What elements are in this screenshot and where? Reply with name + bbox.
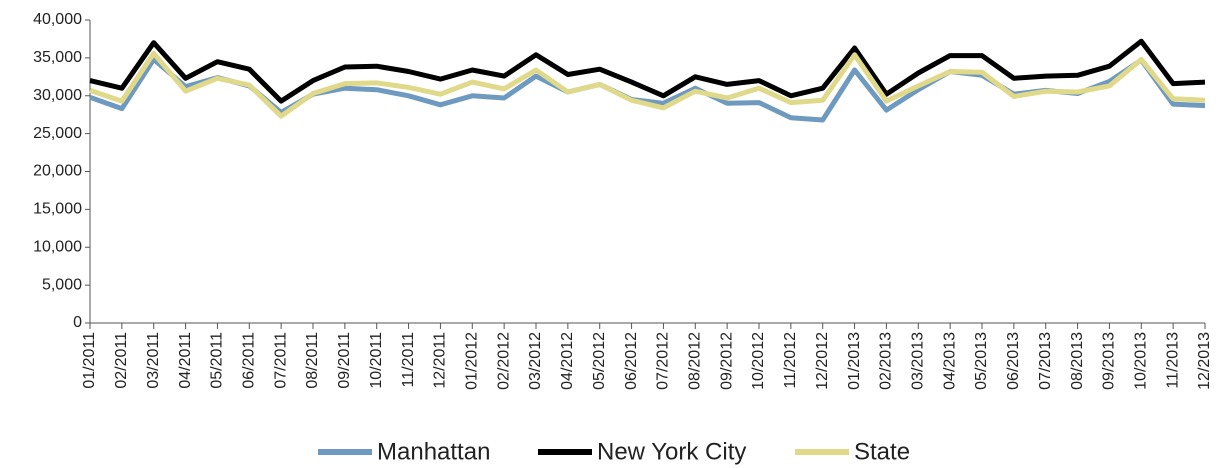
x-tick-label: 01/2013: [846, 332, 863, 390]
y-tick-label: 40,000: [33, 11, 82, 28]
x-tick-label: 06/2013: [1005, 332, 1022, 390]
x-tick-label: 05/2011: [209, 332, 226, 389]
x-tick-label: 08/2011: [304, 332, 321, 389]
x-tick-label: 10/2013: [1133, 332, 1150, 390]
x-tick-label: 11/2013: [1164, 332, 1181, 389]
y-tick-label: 0: [73, 314, 82, 331]
x-tick-label: 09/2011: [336, 332, 353, 389]
x-tick-label: 03/2013: [910, 332, 927, 390]
series-line: [89, 50, 1206, 119]
x-tick-label: 03/2012: [527, 332, 544, 390]
x-tick-label: 07/2011: [272, 332, 289, 389]
legend-label: New York City: [597, 438, 746, 465]
x-tick-label: 02/2012: [495, 332, 512, 390]
x-tick-label: 12/2013: [1196, 332, 1213, 390]
x-tick-label: 11/2011: [400, 332, 417, 388]
x-tick-label: 03/2011: [145, 332, 162, 389]
legend-label: State: [854, 438, 910, 465]
y-tick-label: 35,000: [33, 49, 82, 66]
y-tick-label: 20,000: [33, 163, 82, 180]
x-tick-label: 10/2012: [750, 332, 767, 390]
x-tick-label: 08/2012: [687, 332, 704, 390]
x-tick-label: 01/2012: [464, 332, 481, 390]
x-tick-label: 08/2013: [1069, 332, 1086, 390]
y-tick-label: 25,000: [33, 125, 82, 142]
x-tick-label: 02/2013: [878, 332, 895, 390]
x-tick-label: 04/2011: [177, 332, 194, 389]
x-tick-label: 09/2013: [1101, 332, 1118, 390]
y-tick-label: 10,000: [33, 238, 82, 255]
x-tick-label: 07/2013: [1037, 332, 1054, 390]
y-tick-label: 15,000: [33, 201, 82, 218]
x-tick-label: 10/2011: [368, 332, 385, 389]
x-tick-label: 12/2012: [814, 332, 831, 390]
series-line: [89, 38, 1206, 104]
x-tick-label: 06/2012: [623, 332, 640, 390]
y-tick-label: 5,000: [42, 276, 82, 293]
x-tick-label: 01/2011: [81, 332, 98, 389]
y-tick-label: 30,000: [33, 87, 82, 104]
x-tick-label: 02/2011: [113, 332, 130, 389]
x-tick-label: 07/2012: [655, 332, 672, 390]
x-tick-label: 05/2012: [591, 332, 608, 390]
x-tick-label: 04/2013: [941, 332, 958, 390]
x-tick-label: 09/2012: [718, 332, 735, 390]
x-tick-label: 04/2012: [559, 332, 576, 390]
x-tick-label: 06/2011: [241, 332, 258, 389]
x-tick-label: 05/2013: [973, 332, 990, 390]
x-tick-label: 11/2012: [782, 332, 799, 389]
legend-label: Manhattan: [377, 438, 490, 465]
x-tick-label: 12/2011: [432, 332, 449, 389]
